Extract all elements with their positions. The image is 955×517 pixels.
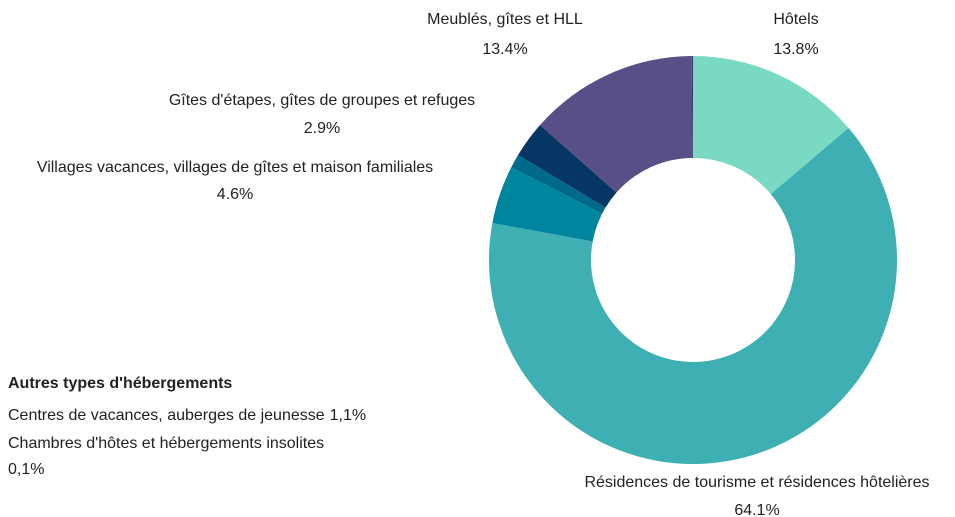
slice-label: Meublés, gîtes et HLL	[427, 11, 583, 28]
donut-slice	[511, 155, 606, 214]
slice-value-label: 4.6%	[217, 186, 253, 203]
slice-label: Hôtels	[773, 11, 818, 28]
other-item-label: Chambres d'hôtes et hébergements insolit…	[8, 435, 324, 452]
slice-label: Villages vacances, villages de gîtes et …	[37, 159, 433, 176]
slice-value-label: 13.4%	[482, 41, 527, 58]
donut-slice	[518, 125, 617, 208]
slice-value-label: 2.9%	[304, 120, 340, 137]
other-item-label: Centres de vacances, auberges de jeuness…	[8, 407, 325, 424]
other-item-value: 1,1%	[330, 407, 366, 424]
donut-slice	[492, 167, 603, 242]
other-item: Centres de vacances, auberges de jeuness…	[8, 407, 366, 424]
others-title: Autres types d'hébergements	[8, 375, 232, 392]
donut-slice	[488, 128, 898, 464]
donut-slice	[693, 56, 849, 195]
donut-slice	[691, 56, 693, 159]
donut-slice	[539, 56, 693, 193]
slice-label: Gîtes d'étapes, gîtes de groupes et refu…	[169, 92, 475, 109]
slice-label: Résidences de tourisme et résidences hôt…	[584, 474, 929, 491]
slice-value-label: 64.1%	[734, 502, 779, 517]
slice-value-label: 13.8%	[773, 41, 818, 58]
other-item-value: 0,1%	[8, 461, 44, 478]
